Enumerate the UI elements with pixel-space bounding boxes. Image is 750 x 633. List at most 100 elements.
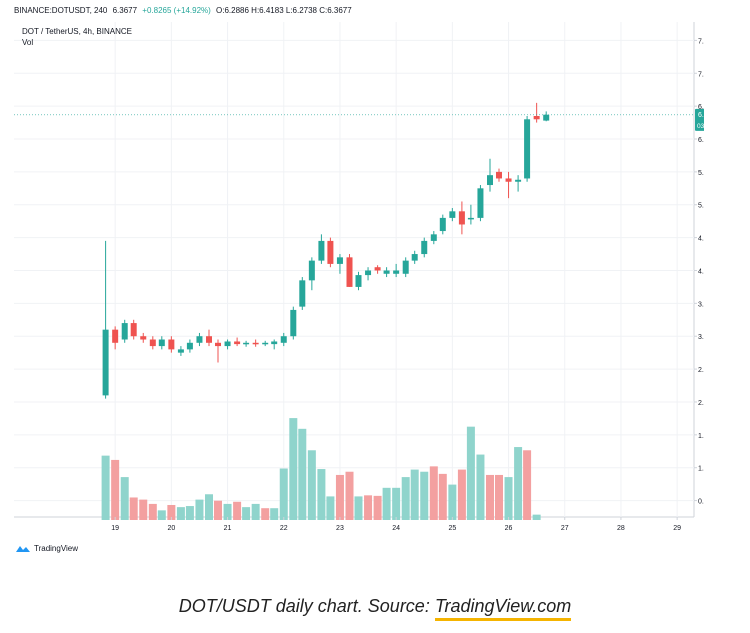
volume-bar — [251, 503, 260, 520]
candlestick-chart[interactable]: DOT / TetherUS, 4h, BINANCE Vol 0.5000 1.… — [14, 22, 704, 540]
candle-body — [355, 275, 362, 287]
volume-bar — [185, 506, 194, 520]
x-tick-label: 20 — [167, 525, 175, 532]
candle-body — [402, 260, 409, 274]
y-tick-label: 3.5000 — [698, 301, 704, 308]
candle-body — [374, 267, 381, 271]
x-tick-label: 24 — [392, 525, 400, 532]
candle-body — [112, 329, 119, 343]
chart-area[interactable]: DOT / TetherUS, 4h, BINANCE Vol 0.5000 1.… — [14, 22, 704, 540]
candle-body — [130, 323, 137, 337]
volume-bar — [307, 450, 316, 520]
volume-label: Vol — [22, 38, 33, 47]
candle-body — [439, 217, 446, 232]
last-price-tag-value: 6.3677 — [698, 112, 704, 119]
volume-bar — [326, 496, 335, 520]
candle-body — [243, 342, 250, 345]
candle-body — [487, 175, 493, 186]
candle-body — [524, 119, 531, 179]
y-tick-label: 6.0000 — [698, 137, 704, 144]
candle-body — [308, 260, 315, 281]
x-tick-label: 19 — [111, 525, 119, 532]
volume-bar — [401, 477, 410, 520]
candles — [102, 102, 550, 399]
candle-body — [543, 114, 550, 121]
candle-body — [140, 336, 147, 340]
candle-body — [327, 240, 334, 264]
price-tag: 6.3677 03:30:55 — [14, 108, 704, 131]
price-axis: 0.5000 1.0000 1.5000 2.0000 2.5000 3.0000 3.50… — [694, 38, 704, 506]
image-caption: DOT/USDT daily chart. Source: TradingVie… — [0, 596, 750, 621]
candle-body — [533, 116, 540, 120]
x-tick-label: 27 — [561, 525, 569, 532]
candle-body — [458, 211, 465, 225]
volume-bar — [494, 474, 503, 520]
volume-bar — [223, 503, 232, 520]
volume-bar — [364, 495, 373, 520]
volume-bar — [298, 428, 307, 520]
y-tick-label: 6.5000 — [698, 104, 704, 111]
volume-bar — [438, 473, 447, 520]
volume-bars — [101, 418, 541, 520]
volume-bar — [476, 454, 485, 520]
y-tick-label: 1.0000 — [698, 466, 704, 473]
candle-body — [383, 270, 390, 274]
candle-body — [495, 171, 502, 179]
volume-bar — [514, 447, 523, 520]
candle-body — [206, 336, 213, 343]
volume-bar — [523, 450, 532, 520]
volume-bar — [420, 471, 429, 520]
candle-body — [224, 341, 231, 347]
volume-bar — [129, 497, 138, 520]
candle-body — [196, 336, 203, 343]
volume-bar — [139, 499, 148, 520]
legend-title: DOT / TetherUS, 4h, BINANCE — [22, 27, 132, 36]
y-tick-label: 5.5000 — [698, 170, 704, 177]
x-tick-label: 22 — [280, 525, 288, 532]
volume-bar — [120, 477, 129, 520]
candle-body — [149, 339, 156, 347]
grid — [14, 22, 695, 518]
candle-body — [262, 342, 269, 345]
volume-bar — [101, 455, 110, 520]
volume-bar — [504, 477, 513, 520]
volume-bar — [214, 500, 222, 520]
candle-body — [477, 188, 484, 218]
symbol-label: BINANCE:DOTUSDT, 240 — [14, 6, 108, 15]
candle-body — [411, 254, 418, 261]
volume-bar — [176, 507, 185, 520]
candle-body — [346, 257, 353, 287]
candle-body — [365, 270, 372, 276]
candle-body — [318, 240, 325, 261]
x-tick-label: 23 — [336, 525, 344, 532]
time-axis: 19 20 21 22 23 24 25 26 27 28 29 — [111, 517, 681, 532]
volume-bar — [167, 504, 176, 520]
candle-body — [186, 342, 193, 350]
volume-bar — [205, 494, 214, 520]
volume-bar — [157, 510, 166, 520]
y-tick-label: 0.5000 — [698, 499, 704, 506]
volume-bar — [289, 418, 298, 520]
volume-bar — [148, 503, 157, 520]
candle-body — [280, 336, 287, 343]
last-price-tag — [695, 108, 704, 131]
bar-countdown: 03:30:55 — [697, 123, 704, 130]
candle-body — [234, 341, 241, 345]
candle-body — [421, 240, 428, 255]
x-tick-label: 26 — [505, 525, 513, 532]
y-tick-label: 4.0000 — [698, 268, 704, 275]
candle-body — [168, 339, 175, 350]
candle-body — [505, 178, 512, 182]
volume-bar — [457, 469, 466, 520]
candle-body — [515, 179, 522, 182]
volume-bar — [466, 426, 475, 520]
volume-bar — [261, 508, 270, 520]
candle-body — [158, 339, 165, 347]
y-tick-label: 1.5000 — [698, 433, 704, 440]
caption-text: DOT/USDT daily chart. Source: — [178, 596, 435, 616]
last-price: 6.3677 — [112, 6, 138, 15]
candle-body — [430, 234, 437, 241]
volume-bar — [373, 495, 382, 520]
x-tick-label: 28 — [617, 525, 625, 532]
tradingview-logo[interactable]: TradingView — [16, 544, 78, 553]
